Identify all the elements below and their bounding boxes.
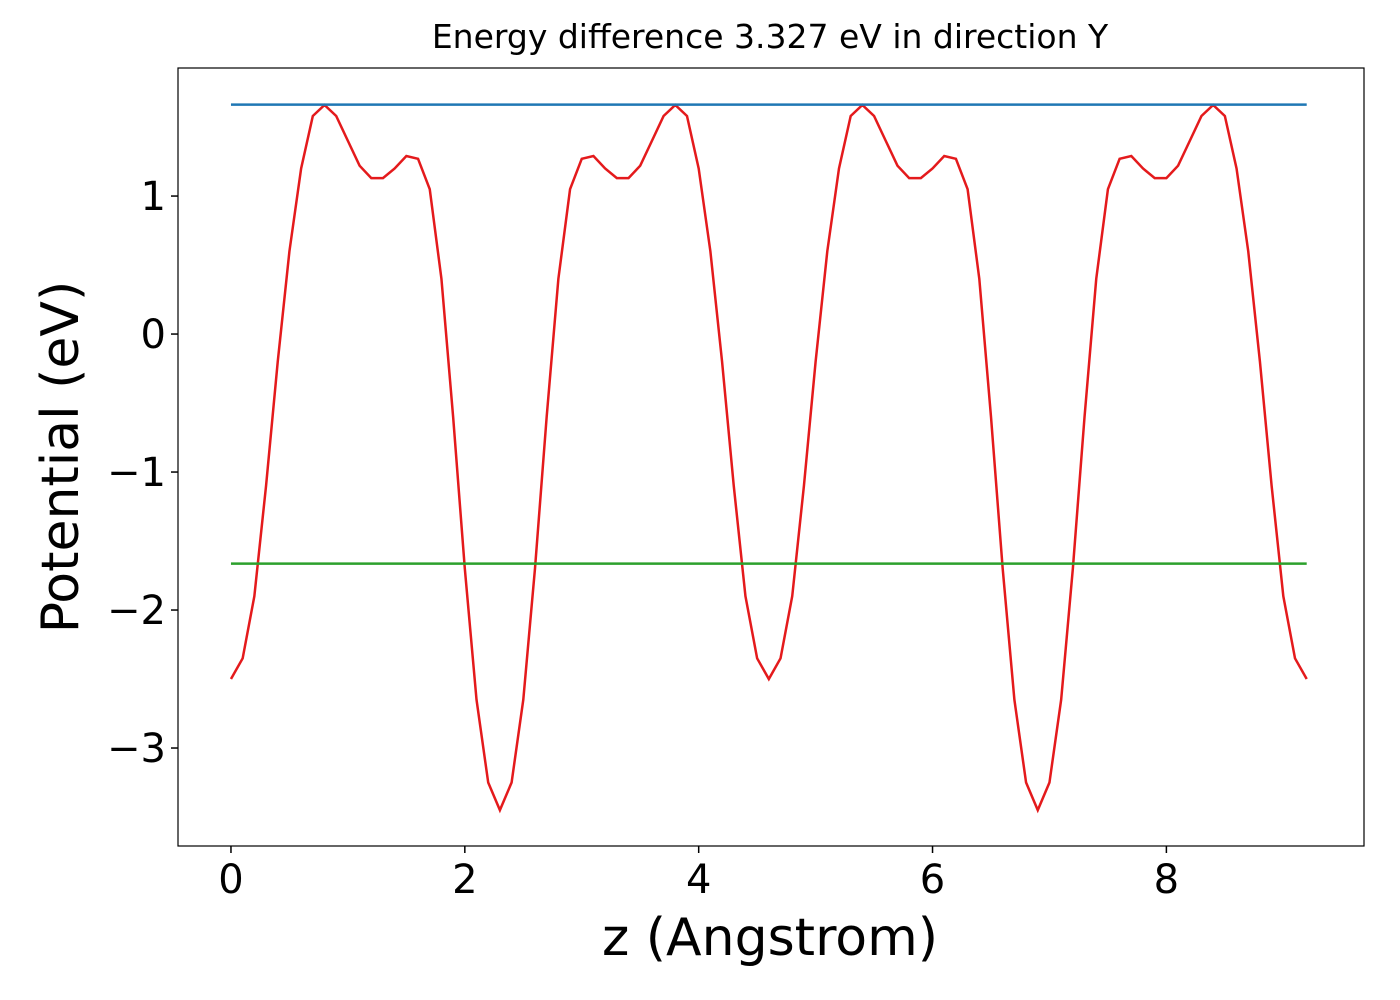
x-tick-label: 8 bbox=[1154, 857, 1179, 903]
data-line bbox=[229, 103, 1308, 814]
plot-frame bbox=[177, 67, 1365, 847]
y-tick-label: 1 bbox=[141, 174, 166, 220]
y-axis-label: Potential (eV) bbox=[31, 281, 91, 633]
x-axis-label: z (Angstrom) bbox=[602, 908, 938, 968]
chart-title: Energy difference 3.327 eV in direction … bbox=[432, 17, 1109, 56]
x-tick-label: 0 bbox=[218, 857, 243, 903]
y-tick-label: 0 bbox=[141, 312, 166, 358]
x-tick-label: 6 bbox=[920, 857, 945, 903]
y-tick-label: −1 bbox=[107, 450, 166, 496]
x-tick-label: 2 bbox=[452, 857, 477, 903]
x-tick-label: 4 bbox=[686, 857, 711, 903]
y-tick-label: −3 bbox=[107, 726, 166, 772]
y-tick-label: −2 bbox=[107, 588, 166, 634]
